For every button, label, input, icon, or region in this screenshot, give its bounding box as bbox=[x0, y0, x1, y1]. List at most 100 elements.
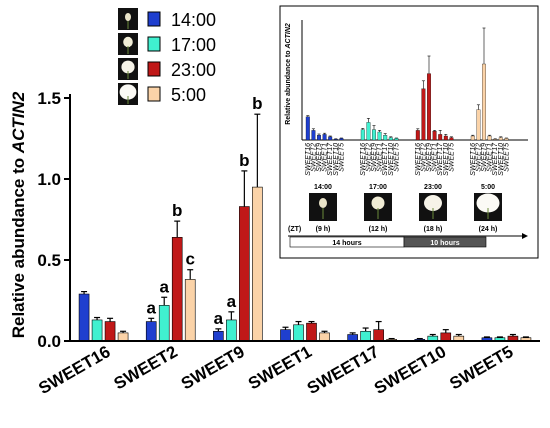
legend: 14:00 17:00 23:00 5:00 bbox=[118, 8, 216, 105]
y-axis-title-gene: ACTIN2 bbox=[9, 91, 28, 154]
inset-zt-value: (9 h) bbox=[316, 226, 331, 233]
legend-label: 14:00 bbox=[171, 10, 216, 30]
bar-sweet9-1400 bbox=[213, 330, 224, 342]
significance-letter: c bbox=[185, 250, 194, 269]
inset-bar bbox=[383, 135, 388, 141]
inset-bar bbox=[476, 109, 481, 141]
inset-time-label: 23:00 bbox=[424, 184, 442, 191]
inset-bar bbox=[498, 137, 503, 141]
inset-gene-label: SWEET16 bbox=[470, 143, 477, 176]
bar-sweet16-1700 bbox=[91, 319, 103, 342]
flower-thumbnail bbox=[118, 83, 138, 105]
inset-timeline: 14:00 (9 h) 17:00 (12 h) 23:00 (18 h) 5:00 (24 … bbox=[288, 184, 528, 248]
inset-gene-label: SWEET17 bbox=[327, 142, 334, 176]
inset-zt-value: (24 h) bbox=[479, 226, 498, 233]
inset-gene-label: SWEET5 bbox=[338, 143, 345, 172]
flower-thumbnail bbox=[118, 8, 138, 30]
significance-letter: a bbox=[159, 277, 169, 296]
inset-bar bbox=[427, 73, 431, 141]
flower-icon bbox=[371, 196, 385, 210]
inset-bar bbox=[377, 131, 382, 141]
inset-time-label: 17:00 bbox=[369, 184, 387, 191]
inset-gene-label: SWEET9 bbox=[371, 143, 378, 172]
inset-time-label: 14:00 bbox=[314, 184, 332, 191]
inset-gene-label: SWEET5 bbox=[503, 143, 510, 172]
flower-thumbnail bbox=[118, 58, 138, 80]
y-tick-label: 1.5 bbox=[37, 89, 61, 108]
inset-bar bbox=[360, 129, 365, 141]
inset-bars bbox=[301, 20, 528, 141]
bar-sweet1-1400 bbox=[280, 329, 291, 342]
night-period-bar bbox=[403, 236, 487, 248]
flower-icon bbox=[319, 198, 327, 208]
inset-bar bbox=[366, 122, 371, 141]
legend-label: 23:00 bbox=[171, 60, 216, 80]
x-tick-label: SWEET10 bbox=[371, 342, 449, 398]
inset-gene-label: SWEET16 bbox=[415, 143, 422, 176]
day-label: 14 hours bbox=[332, 240, 361, 247]
inset-gene-label: SWEET1 bbox=[487, 143, 494, 172]
inset-gene-label: SWEET5 bbox=[393, 143, 400, 172]
inset-bar bbox=[388, 137, 393, 141]
y-axis-title: Relative abundance to ACTIN2 bbox=[9, 91, 28, 338]
flower-icon bbox=[424, 195, 442, 211]
legend-swatch bbox=[147, 86, 161, 102]
x-tick-label: SWEET2 bbox=[111, 342, 181, 393]
significance-letter: b bbox=[239, 151, 249, 170]
inset-gene-label: SWEET16 bbox=[360, 143, 367, 176]
inset-gene-label: SWEET17 bbox=[382, 142, 389, 176]
inset-gene-label: SWEET2 bbox=[310, 143, 317, 172]
inset-gene-label: SWEET1 bbox=[432, 143, 439, 172]
bar-sweet9-1700 bbox=[226, 319, 237, 342]
significance-letter: a bbox=[146, 298, 156, 317]
inset-time-label: 5:00 bbox=[481, 184, 495, 191]
bar-sweet1-1700 bbox=[293, 324, 304, 342]
inset-gene-label: SWEET1 bbox=[322, 143, 329, 172]
y-tick-label: 0.5 bbox=[37, 251, 61, 270]
inset-bar bbox=[311, 130, 316, 141]
inset-gene-label: SWEET5 bbox=[448, 143, 455, 172]
bar-sweet2-2300 bbox=[171, 237, 183, 342]
y-tick-label: 1.0 bbox=[37, 170, 61, 189]
x-tick-label: SWEET1 bbox=[245, 342, 315, 393]
inset-gene-label: SWEET10 bbox=[443, 143, 450, 176]
inset-bar bbox=[504, 138, 509, 141]
inset-gene-label: SWEET2 bbox=[420, 143, 427, 172]
inset-bar bbox=[328, 136, 333, 141]
bar-sweet17-2300 bbox=[373, 329, 384, 342]
inset-bar bbox=[317, 135, 321, 141]
flower-thumbnail bbox=[118, 33, 138, 55]
y-tick-label: 0.0 bbox=[37, 332, 61, 351]
inset-bar bbox=[487, 135, 492, 141]
inset-gene-labels: SWEET16SWEET2SWEET9SWEET1SWEET17SWEET10S… bbox=[305, 142, 511, 176]
flower-icon bbox=[123, 36, 133, 48]
significance-letter: b bbox=[252, 94, 262, 113]
inset-bar bbox=[438, 134, 443, 141]
inset-bar bbox=[305, 116, 310, 141]
bar-sweet16-500 bbox=[117, 332, 129, 342]
flower-icon bbox=[125, 13, 131, 21]
x-tick-label: SWEET9 bbox=[178, 342, 248, 393]
inset-gene-label: SWEET9 bbox=[426, 143, 433, 172]
inset-gene-label: SWEET9 bbox=[316, 143, 323, 172]
legend-swatch bbox=[147, 11, 161, 27]
bar-sweet9-500 bbox=[252, 186, 263, 342]
legend-swatch bbox=[147, 36, 161, 52]
inset-chart: Relative abundance to ACTIN2 SWEET16SWEE… bbox=[279, 5, 539, 259]
inset-gene-label: SWEET10 bbox=[333, 143, 340, 176]
inset-zt-value: (12 h) bbox=[369, 226, 388, 233]
bar-sweet2-1400 bbox=[145, 321, 157, 342]
inset-y-label: Relative abundance to ACTIN2 bbox=[285, 23, 292, 125]
inset-zt-value: (18 h) bbox=[424, 226, 443, 233]
inset-gene-label: SWEET1 bbox=[377, 143, 384, 172]
inset-bar bbox=[415, 130, 420, 141]
significance-letter: b bbox=[172, 201, 182, 220]
x-tick-label: SWEET17 bbox=[304, 342, 382, 398]
bar-sweet1-2300 bbox=[306, 322, 317, 342]
inset-bar bbox=[482, 63, 486, 141]
inset-gene-label: SWEET17 bbox=[492, 142, 499, 176]
inset-bar bbox=[339, 138, 344, 141]
bar-sweet9-2300 bbox=[239, 206, 250, 342]
